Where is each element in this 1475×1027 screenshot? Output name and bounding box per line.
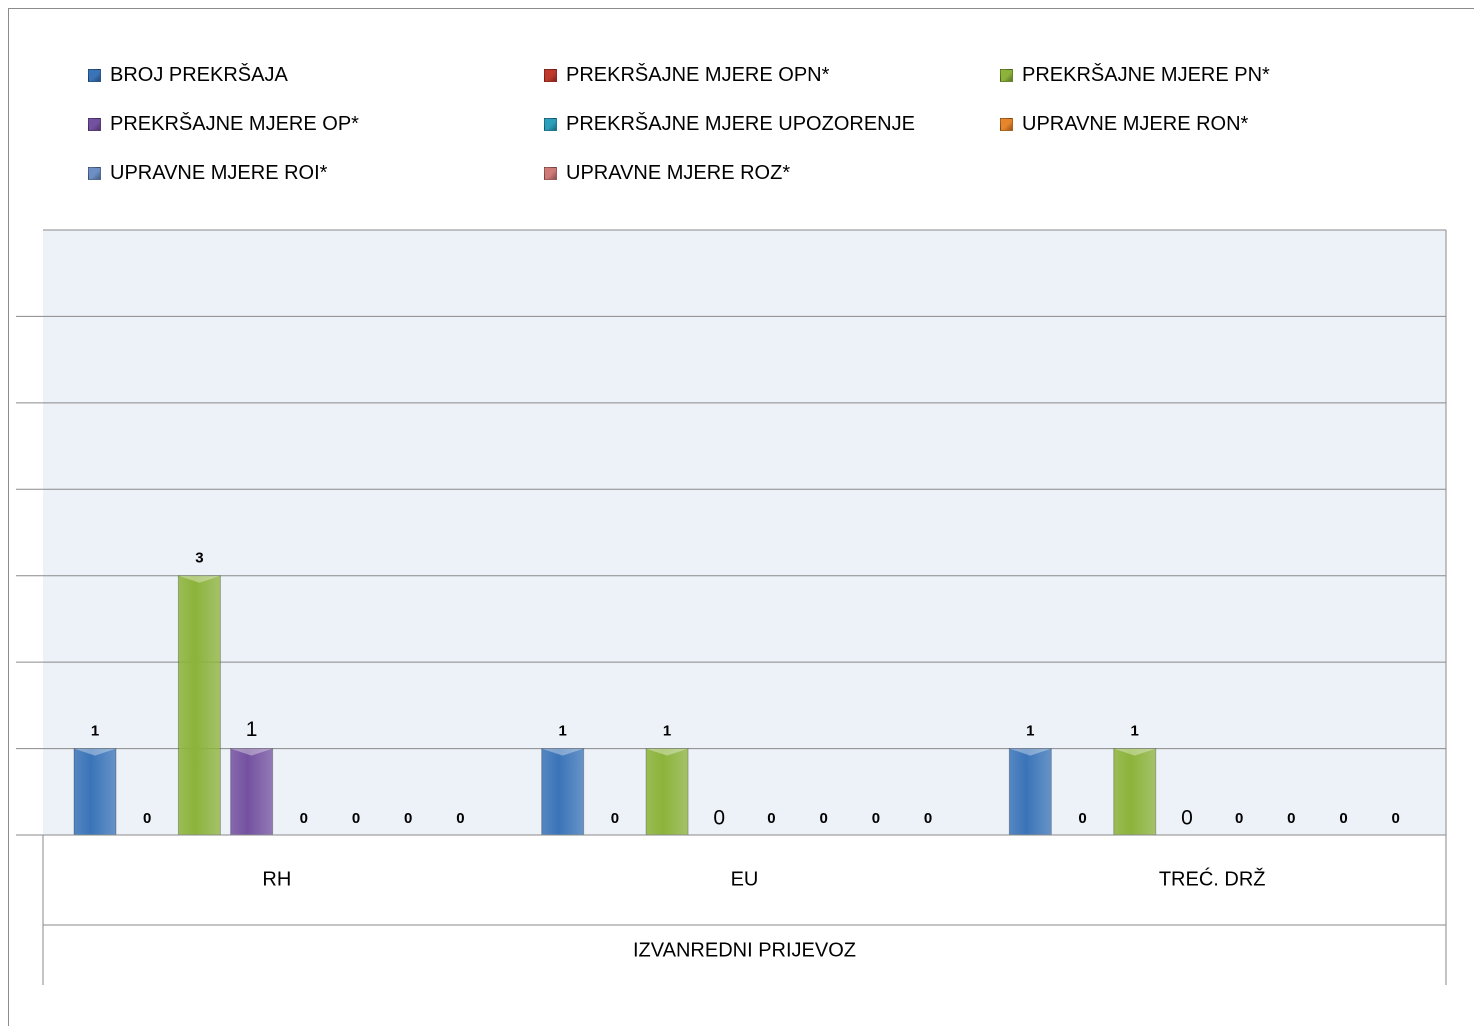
legend-swatch bbox=[1000, 117, 1013, 131]
legend-item: UPRAVNE MJERE ROI* bbox=[88, 156, 327, 190]
legend-label: PREKRŠAJNE MJERE OPN* bbox=[566, 63, 830, 86]
data-label: 0 bbox=[611, 810, 619, 827]
data-label: 0 bbox=[713, 807, 725, 830]
legend-item: PREKRŠAJNE MJERE UPOZORENJE bbox=[544, 107, 915, 141]
category-label: TREĆ. DRŽ bbox=[1159, 867, 1266, 890]
legend-swatch bbox=[544, 68, 557, 82]
legend-label: BROJ PREKRŠAJA bbox=[110, 63, 288, 86]
data-label: 1 bbox=[663, 723, 671, 740]
bar bbox=[73, 748, 117, 836]
bar bbox=[177, 575, 221, 836]
bar bbox=[645, 748, 689, 836]
bar bbox=[1113, 748, 1157, 836]
bar-highlight bbox=[74, 748, 116, 756]
legend-item: PREKRŠAJNE MJERE OPN* bbox=[544, 58, 829, 92]
category-label: RH bbox=[262, 868, 291, 890]
legend-label: UPRAVNE MJERE RON* bbox=[1022, 112, 1249, 135]
data-label: 3 bbox=[195, 550, 203, 567]
data-label: 0 bbox=[1392, 810, 1400, 827]
bar-highlight bbox=[1113, 748, 1156, 756]
category-label: EU bbox=[731, 868, 759, 890]
bar-highlight bbox=[1009, 748, 1052, 756]
data-label: 1 bbox=[1026, 723, 1034, 740]
legend-swatch bbox=[544, 166, 557, 180]
data-label: 0 bbox=[352, 810, 360, 827]
data-label: 0 bbox=[819, 810, 827, 827]
legend-item: PREKRŠAJNE MJERE PN* bbox=[1000, 58, 1270, 92]
bar-highlight bbox=[178, 575, 221, 583]
data-label: 0 bbox=[1339, 810, 1347, 827]
data-label: 0 bbox=[143, 810, 151, 827]
legend-label: UPRAVNE MJERE ROI* bbox=[110, 161, 328, 184]
data-label: 0 bbox=[924, 810, 932, 827]
data-label: 1 bbox=[246, 718, 258, 741]
legend-label: PREKRŠAJNE MJERE PN* bbox=[1022, 63, 1270, 86]
data-label: 1 bbox=[558, 723, 566, 740]
group-label: IZVANREDNI PRIJEVOZ bbox=[633, 939, 856, 961]
data-label: 0 bbox=[1287, 810, 1295, 827]
legend: BROJ PREKRŠAJA PREKRŠAJNE MJERE OPN* PREKR… bbox=[88, 58, 1418, 198]
data-label: 0 bbox=[300, 810, 308, 827]
legend-item: PREKRŠAJNE MJERE OP* bbox=[88, 107, 359, 141]
data-label: 1 bbox=[91, 723, 99, 740]
legend-swatch bbox=[88, 166, 101, 180]
data-label: 0 bbox=[1235, 810, 1243, 827]
data-label: 0 bbox=[404, 810, 412, 827]
legend-label: PREKRŠAJNE MJERE OP* bbox=[110, 112, 359, 135]
legend-label: PREKRŠAJNE MJERE UPOZORENJE bbox=[566, 112, 915, 135]
legend-item: UPRAVNE MJERE RON* bbox=[1000, 107, 1248, 141]
bar bbox=[230, 748, 274, 836]
legend-item: UPRAVNE MJERE ROZ* bbox=[544, 156, 790, 190]
bar bbox=[541, 748, 585, 836]
legend-swatch bbox=[88, 68, 101, 82]
data-label: 0 bbox=[767, 810, 775, 827]
bar-highlight bbox=[646, 748, 689, 756]
bar bbox=[1008, 748, 1052, 836]
bar-highlight bbox=[230, 748, 273, 756]
legend-item: BROJ PREKRŠAJA bbox=[88, 58, 288, 92]
data-label: 0 bbox=[1078, 810, 1086, 827]
data-label: 0 bbox=[456, 810, 464, 827]
data-label: 1 bbox=[1131, 723, 1139, 740]
data-label: 0 bbox=[872, 810, 880, 827]
chart-frame bbox=[8, 8, 1474, 1026]
legend-label: UPRAVNE MJERE ROZ* bbox=[566, 161, 791, 184]
legend-swatch bbox=[544, 117, 557, 131]
data-label: 0 bbox=[1181, 807, 1193, 830]
legend-swatch bbox=[88, 117, 101, 131]
plot-area bbox=[43, 230, 1446, 835]
legend-swatch bbox=[1000, 68, 1013, 82]
bar-highlight bbox=[541, 748, 584, 756]
